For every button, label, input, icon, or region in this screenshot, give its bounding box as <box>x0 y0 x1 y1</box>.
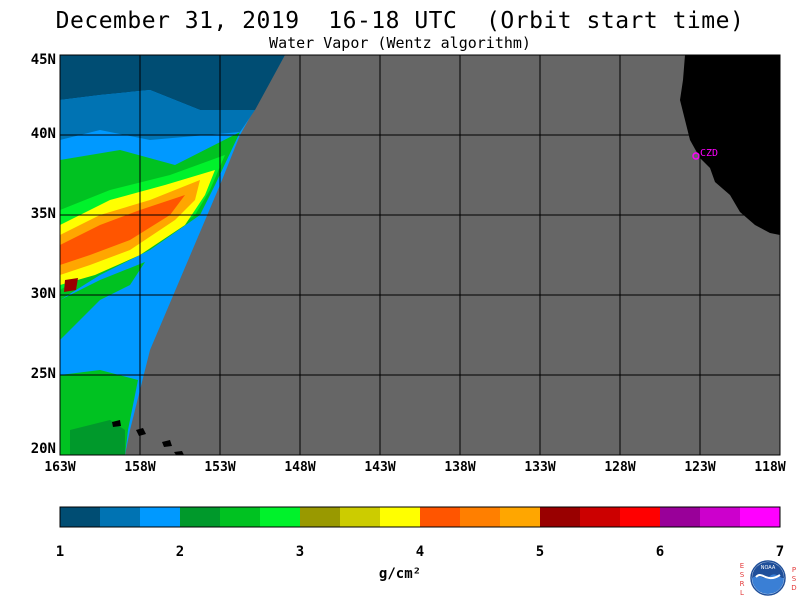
colorbar-swatch <box>740 507 781 527</box>
map-subtitle: Water Vapor (Wentz algorithm) <box>269 34 531 52</box>
land-mass <box>112 55 780 455</box>
colorbar-swatch <box>700 507 741 527</box>
satellite-swath <box>60 55 285 455</box>
colorbar-label-5: 5 <box>535 544 545 560</box>
colorbar-units: g/cm² <box>378 566 422 582</box>
colorbar-swatch <box>220 507 261 527</box>
colorbar-label-6: 6 <box>655 544 665 560</box>
lon-label-143w: 143W <box>364 460 396 475</box>
colorbar-swatch <box>140 507 181 527</box>
colorbar-swatch <box>100 507 141 527</box>
lat-label-35n: 35N <box>30 206 56 222</box>
lon-label-138w: 138W <box>444 460 476 475</box>
colorbar-label-1: 1 <box>55 544 65 560</box>
colorbar-swatch <box>260 507 301 527</box>
lat-label-30n: 30N <box>30 286 56 302</box>
map-title: December 31, 2019 16-18 UTC (Orbit start… <box>55 8 745 34</box>
colorbar-swatch <box>540 507 581 527</box>
lat-label-20n: 20N <box>30 441 56 457</box>
colorbar-label-7: 7 <box>775 544 785 560</box>
lon-label-153w: 153W <box>204 460 236 475</box>
colorbar-label-2: 2 <box>175 544 185 560</box>
colorbar-swatch <box>420 507 461 527</box>
colorbar-swatch <box>340 507 381 527</box>
lon-label-118w: 118W <box>754 460 786 475</box>
svg-text:NOAA: NOAA <box>761 565 776 571</box>
colorbar-label-3: 3 <box>295 544 305 560</box>
lon-label-133w: 133W <box>524 460 556 475</box>
colorbar-swatch <box>60 507 101 527</box>
colorbar-frame <box>59 506 781 528</box>
noaa-seal-icon: NOAA <box>750 560 786 596</box>
station-label: CZD <box>700 148 718 159</box>
colorbar-swatch <box>180 507 221 527</box>
colorbar-swatch <box>660 507 701 527</box>
lon-label-128w: 128W <box>604 460 636 475</box>
station-marker-czd: CZD <box>692 148 718 160</box>
lat-label-40n: 40N <box>30 126 56 142</box>
lon-label-148w: 148W <box>284 460 316 475</box>
colorbar-swatch <box>300 507 341 527</box>
colorbar-swatch <box>620 507 661 527</box>
lat-label-25n: 25N <box>30 366 56 382</box>
colorbar-swatch <box>380 507 421 527</box>
map-frame <box>59 54 781 456</box>
lon-label-123w: 123W <box>684 460 716 475</box>
colorbar <box>60 507 781 527</box>
colorbar-swatch <box>500 507 541 527</box>
colorbar-swatch <box>580 507 621 527</box>
lon-label-163w: 163W <box>44 460 76 475</box>
lon-label-158w: 158W <box>124 460 156 475</box>
colorbar-swatch <box>460 507 501 527</box>
lat-label-45n: 45N <box>30 52 56 68</box>
colorbar-label-4: 4 <box>415 544 425 560</box>
lat-lon-grid <box>60 55 780 455</box>
